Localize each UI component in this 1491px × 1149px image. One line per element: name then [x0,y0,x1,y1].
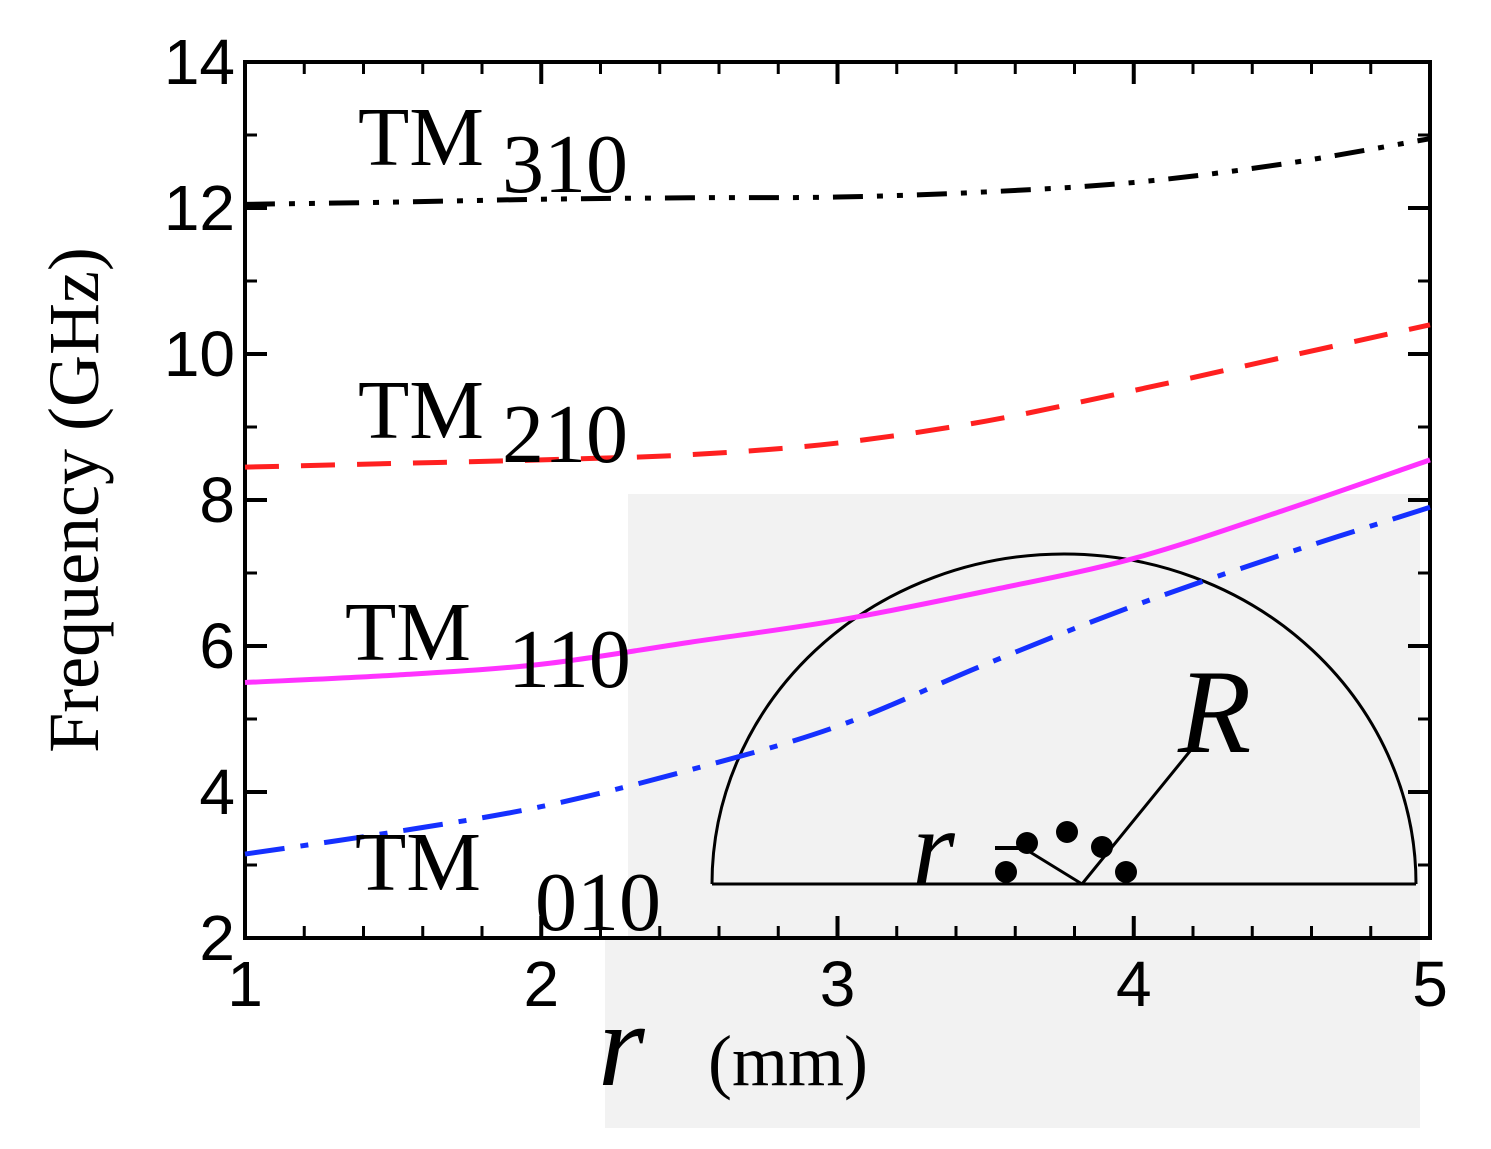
mode-label-tm310: TM 310 [358,91,628,211]
mode-label-main: TM [358,364,484,457]
mode-label-subscript: 110 [508,613,631,706]
series-line-tm310 [244,136,1431,207]
mode-label-tm010: TM 010 [355,816,661,949]
x-tick-label: 4 [1116,948,1152,1020]
y-tick-label: 14 [164,26,235,98]
mode-label-tm110: TM 110 [345,586,631,706]
inset-diagram: R r [710,552,1418,909]
mode-label-subscript: 310 [502,118,628,211]
y-axis-label: Frequency (GHz) [34,247,114,753]
x-axis-label-variable: r [598,978,646,1111]
mode-label-main: TM [358,91,484,184]
inset-semicircle [710,552,1418,885]
mode-label-main: TM [355,816,481,909]
x-axis-label-unit: (mm) [708,1021,868,1101]
y-tick-label: 4 [199,756,235,828]
inset-label-inner: r [912,787,956,909]
inset-label-outer: R [1177,645,1251,778]
y-tick-label: 8 [199,464,235,536]
inset-small-radius-line [1029,850,1083,886]
y-tick-label: 2 [199,902,235,974]
inset-rod [1056,821,1078,843]
x-tick-label: 1 [227,948,263,1020]
inset-rod [1016,832,1038,854]
inset-background-lower [605,940,1420,1128]
y-tick-label: 6 [199,610,235,682]
mode-label-subscript: 010 [535,856,661,949]
x-tick-label: 5 [1412,948,1448,1020]
series-lines [244,136,1431,857]
inset-radius-line [1080,744,1197,885]
axis-ticks [243,60,1432,940]
y-tick-label: 12 [164,172,235,244]
y-tick-label: 10 [164,318,235,390]
inset-rod [1091,836,1113,858]
inset-rod [1115,861,1137,883]
mode-label-tm210: TM 210 [358,364,628,481]
x-tick-label: 2 [523,948,559,1020]
inset-rod [995,861,1017,883]
mode-label-main: TM [345,586,471,679]
inset-background [628,494,1420,954]
x-tick-label: 3 [820,948,856,1020]
series-line-tm010 [244,504,1431,857]
series-line-tm210 [244,322,1431,470]
series-line-tm110 [244,457,1431,685]
mode-label-subscript: 210 [502,388,628,481]
